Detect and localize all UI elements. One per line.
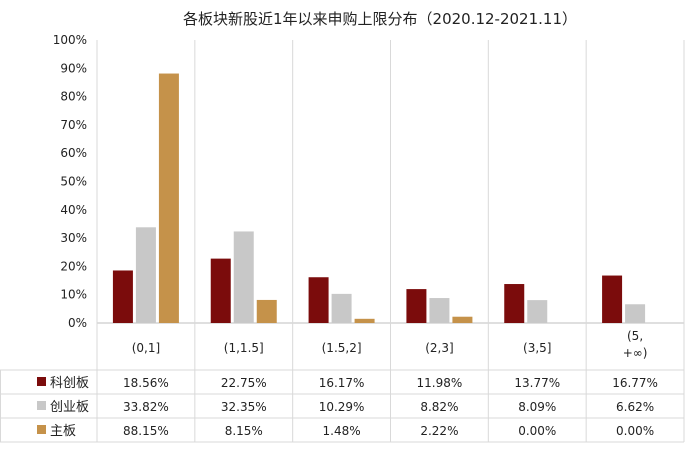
legend-label: 科创板	[50, 376, 89, 391]
x-tick-label: (0,1]	[132, 341, 160, 355]
y-tick-label: 40%	[60, 203, 87, 217]
bar	[527, 300, 548, 323]
y-tick-label: 70%	[60, 118, 87, 132]
legend-label: 创业板	[50, 400, 89, 415]
y-tick-label: 80%	[60, 90, 87, 104]
data-label: 6.62%	[616, 400, 654, 414]
data-label: 10.29%	[319, 400, 365, 414]
data-table: (0,1] (1,1.5] (1.5,2] (2,3] (3,5] (5, +∞) 科创板 18…	[0, 40, 685, 443]
bar	[429, 298, 450, 323]
x-tick-label: (3,5]	[523, 341, 551, 355]
data-label: 22.75%	[221, 376, 267, 390]
y-tick-label: 60%	[60, 146, 87, 160]
data-label: 8.09%	[518, 400, 556, 414]
bar	[602, 275, 623, 323]
y-tick-label: 100%	[53, 33, 87, 47]
data-label: 8.82%	[420, 400, 458, 414]
x-tick-label: (2,3]	[425, 341, 453, 355]
legend-label: 主板	[50, 424, 76, 439]
data-label: 13.77%	[514, 376, 560, 390]
data-label: 33.82%	[123, 400, 169, 414]
bar	[625, 304, 646, 323]
y-tick-label: 50%	[60, 175, 87, 189]
data-label: 16.17%	[319, 376, 365, 390]
chart-title: 各板块新股近1年以来申购上限分布（2020.12-2021.11）	[183, 10, 577, 28]
bar	[135, 227, 156, 323]
bar	[233, 231, 254, 323]
data-label: 1.48%	[323, 424, 361, 438]
x-tick-label: (1.5,2]	[322, 341, 362, 355]
y-tick-label: 20%	[60, 259, 87, 273]
data-label: 32.35%	[221, 400, 267, 414]
bar	[331, 293, 352, 323]
data-label: 18.56%	[123, 376, 169, 390]
x-tick-label: (5, +∞)	[623, 329, 648, 360]
data-label: 0.00%	[616, 424, 654, 438]
bar	[406, 289, 427, 323]
legend-swatch	[37, 401, 46, 410]
y-tick-label: 0%	[68, 316, 87, 330]
y-tick-label: 90%	[60, 61, 87, 75]
data-label: 8.15%	[225, 424, 263, 438]
bar	[158, 73, 179, 324]
bar	[256, 299, 277, 323]
bar	[504, 284, 525, 323]
y-tick-label: 30%	[60, 231, 87, 245]
data-label: 11.98%	[417, 376, 463, 390]
y-tick-label: 10%	[60, 288, 87, 302]
bar	[210, 258, 231, 323]
data-label: 88.15%	[123, 424, 169, 438]
bar	[112, 270, 133, 323]
legend-swatch	[37, 425, 46, 434]
x-tick-label: (1,1.5]	[224, 341, 264, 355]
bar	[452, 316, 473, 323]
y-axis: 0% 10% 20% 30% 40% 50% 60% 70% 80% 90% 100%	[53, 33, 87, 330]
data-label: 16.77%	[612, 376, 658, 390]
data-label: 0.00%	[518, 424, 556, 438]
data-label: 2.22%	[420, 424, 458, 438]
plot-area	[97, 73, 684, 324]
bar	[354, 318, 375, 323]
bar	[308, 277, 329, 323]
legend-swatch	[37, 377, 46, 386]
